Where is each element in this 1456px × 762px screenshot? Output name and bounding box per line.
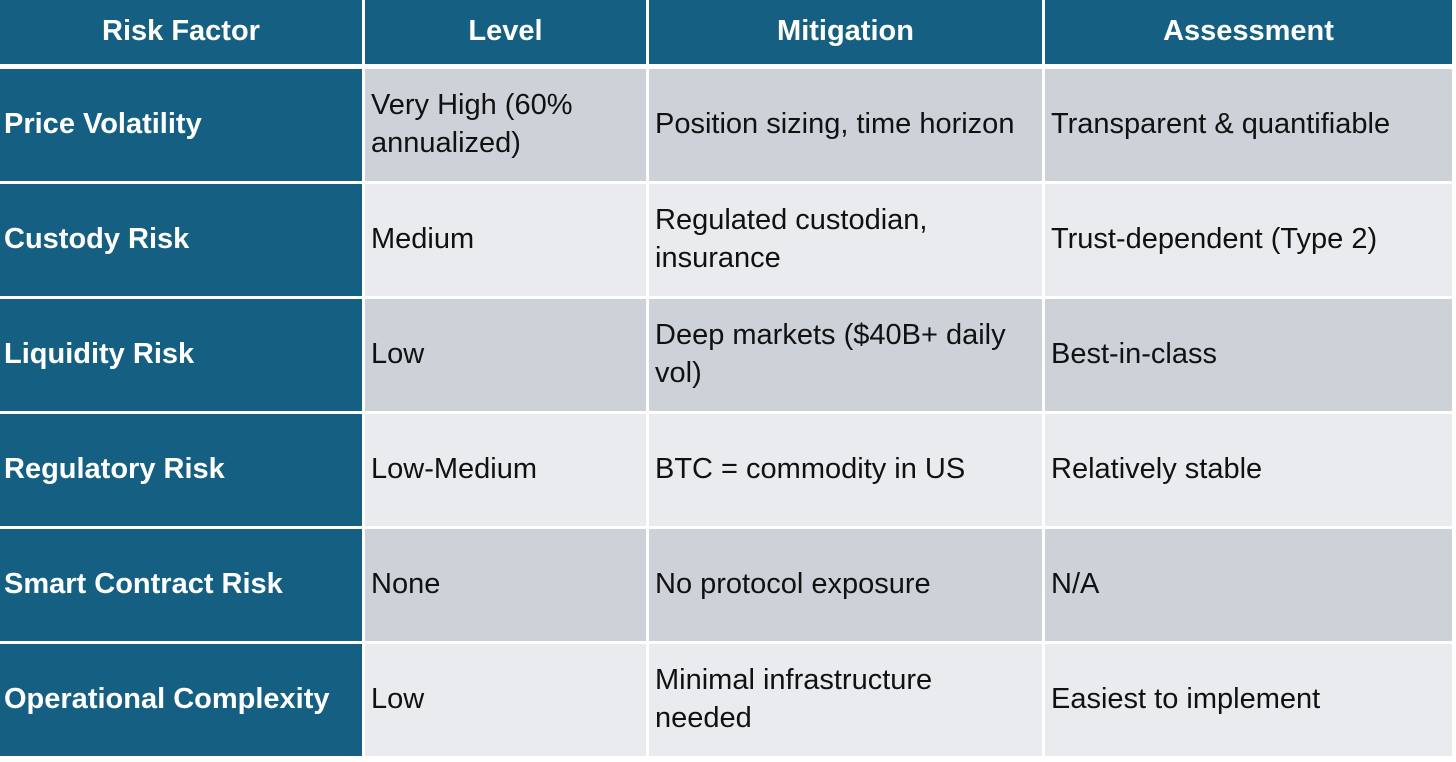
row-header-regulatory-risk: Regulatory Risk bbox=[0, 414, 362, 526]
row-header-price-volatility: Price Volatility bbox=[0, 69, 362, 181]
cell-smart-contract-risk-mitigation: No protocol exposure bbox=[649, 529, 1042, 641]
cell-operational-complexity-assessment: Easiest to implement bbox=[1045, 644, 1452, 756]
cell-liquidity-risk-level: Low bbox=[365, 299, 646, 411]
cell-custody-risk-level: Medium bbox=[365, 184, 646, 296]
cell-regulatory-risk-assessment: Relatively stable bbox=[1045, 414, 1452, 526]
row-header-operational-complexity: Operational Complexity bbox=[0, 644, 362, 756]
cell-smart-contract-risk-level: None bbox=[365, 529, 646, 641]
cell-custody-risk-mitigation: Regulated custodian, insurance bbox=[649, 184, 1042, 296]
column-header-mitigation: Mitigation bbox=[649, 0, 1042, 66]
column-header-level: Level bbox=[365, 0, 646, 66]
cell-regulatory-risk-mitigation: BTC = commodity in US bbox=[649, 414, 1042, 526]
cell-smart-contract-risk-assessment: N/A bbox=[1045, 529, 1452, 641]
row-header-custody-risk: Custody Risk bbox=[0, 184, 362, 296]
cell-price-volatility-mitigation: Position sizing, time horizon bbox=[649, 69, 1042, 181]
row-header-smart-contract-risk: Smart Contract Risk bbox=[0, 529, 362, 641]
cell-liquidity-risk-mitigation: Deep markets ($40B+ daily vol) bbox=[649, 299, 1042, 411]
cell-custody-risk-assessment: Trust-dependent (Type 2) bbox=[1045, 184, 1452, 296]
cell-price-volatility-level: Very High (60% annualized) bbox=[365, 69, 646, 181]
column-header-assessment: Assessment bbox=[1045, 0, 1452, 66]
row-header-liquidity-risk: Liquidity Risk bbox=[0, 299, 362, 411]
column-header-risk-factor: Risk Factor bbox=[0, 0, 362, 66]
cell-price-volatility-assessment: Transparent & quantifiable bbox=[1045, 69, 1452, 181]
cell-regulatory-risk-level: Low-Medium bbox=[365, 414, 646, 526]
cell-liquidity-risk-assessment: Best-in-class bbox=[1045, 299, 1452, 411]
cell-operational-complexity-level: Low bbox=[365, 644, 646, 756]
cell-operational-complexity-mitigation: Minimal infrastructure needed bbox=[649, 644, 1042, 756]
